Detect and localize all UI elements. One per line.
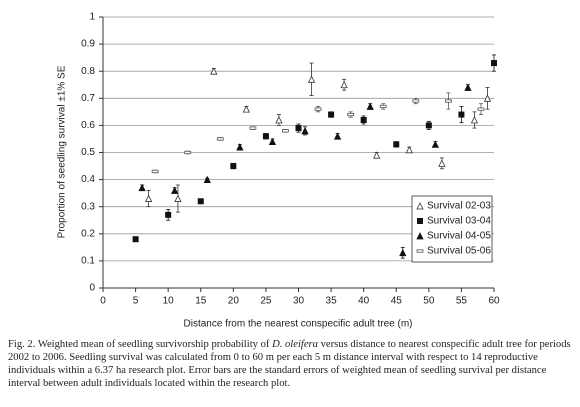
marker xyxy=(165,211,172,218)
x-tick-label: 35 xyxy=(326,296,338,307)
marker xyxy=(230,163,237,170)
marker xyxy=(483,94,492,102)
legend-label: Survival 03-04 xyxy=(427,216,491,227)
legend-marker xyxy=(416,232,424,240)
x-tick-label: 45 xyxy=(391,296,403,307)
marker xyxy=(464,83,472,91)
marker xyxy=(399,248,407,257)
x-tick-label: 0 xyxy=(100,296,106,307)
marker xyxy=(307,75,316,83)
marker xyxy=(275,116,283,124)
marker xyxy=(470,116,479,124)
legend-label: Survival 05-06 xyxy=(427,246,491,257)
x-tick-label: 60 xyxy=(488,296,500,307)
y-tick-label: 0.9 xyxy=(81,39,95,50)
marker xyxy=(328,111,335,118)
legend-label: Survival 02-03 xyxy=(427,201,491,212)
marker xyxy=(138,183,146,192)
caption: Fig. 2. Weighted mean of seedling surviv… xyxy=(8,338,574,390)
x-tick-label: 20 xyxy=(228,296,240,307)
marker xyxy=(174,194,182,202)
marker xyxy=(393,141,400,148)
y-tick-label: 0.4 xyxy=(81,174,95,185)
marker xyxy=(431,140,439,148)
marker xyxy=(171,186,179,194)
x-tick-label: 15 xyxy=(195,296,207,307)
marker xyxy=(236,143,244,151)
x-tick-label: 5 xyxy=(133,296,139,307)
y-tick-label: 0.3 xyxy=(81,201,95,212)
marker xyxy=(314,107,322,111)
marker xyxy=(366,102,374,110)
marker xyxy=(197,198,204,205)
y-axis-label: Proportion of seedling survival ±1% SE xyxy=(57,65,68,238)
marker xyxy=(405,145,413,154)
marker xyxy=(262,133,269,140)
marker xyxy=(477,107,485,111)
y-tick-label: 0.5 xyxy=(81,147,95,158)
marker xyxy=(412,99,420,103)
marker xyxy=(184,150,192,155)
x-tick-label: 40 xyxy=(358,296,370,307)
marker xyxy=(203,175,211,184)
marker xyxy=(340,80,348,89)
marker xyxy=(295,125,302,132)
x-tick-label: 30 xyxy=(293,296,305,307)
chart: Distance from the nearest conspecific ad… xyxy=(57,12,500,330)
y-tick-label: 0.1 xyxy=(81,256,95,267)
marker xyxy=(268,137,277,146)
marker xyxy=(132,236,139,243)
legend-label: Survival 04-05 xyxy=(427,231,491,242)
y-tick-label: 1 xyxy=(89,12,95,23)
legend-marker xyxy=(417,218,423,224)
y-tick-label: 0.6 xyxy=(81,120,95,131)
marker xyxy=(347,112,355,117)
legend-box xyxy=(411,195,493,263)
caption-text: Fig. 2. Weighted mean of seedling surviv… xyxy=(8,339,273,350)
marker xyxy=(301,126,309,135)
marker xyxy=(373,151,381,159)
legend-marker xyxy=(416,202,424,210)
x-tick-label: 25 xyxy=(260,296,272,307)
marker xyxy=(458,111,465,118)
marker xyxy=(438,159,446,167)
x-tick-label: 55 xyxy=(456,296,468,307)
marker xyxy=(216,137,224,141)
marker xyxy=(491,60,497,67)
marker xyxy=(333,132,342,140)
y-tick-label: 0.2 xyxy=(81,228,95,239)
y-tick-label: 0 xyxy=(89,283,95,294)
marker xyxy=(151,169,159,174)
marker xyxy=(282,129,289,133)
caption-text: versus distance to nearest conspecific a… xyxy=(8,339,571,389)
marker xyxy=(379,104,387,109)
x-axis-label: Distance from the nearest conspecific ad… xyxy=(184,319,413,330)
y-tick-label: 0.7 xyxy=(81,93,95,104)
x-tick-label: 10 xyxy=(163,296,175,307)
marker xyxy=(210,67,218,75)
marker xyxy=(144,194,153,202)
legend-marker xyxy=(416,249,424,253)
y-tick-label: 0.8 xyxy=(81,66,95,77)
marker xyxy=(425,122,432,129)
x-tick-label: 50 xyxy=(423,296,435,307)
marker xyxy=(360,116,367,123)
caption-species: D. oleifera xyxy=(272,339,318,350)
marker xyxy=(444,99,452,103)
marker xyxy=(242,105,251,113)
marker xyxy=(249,126,257,130)
